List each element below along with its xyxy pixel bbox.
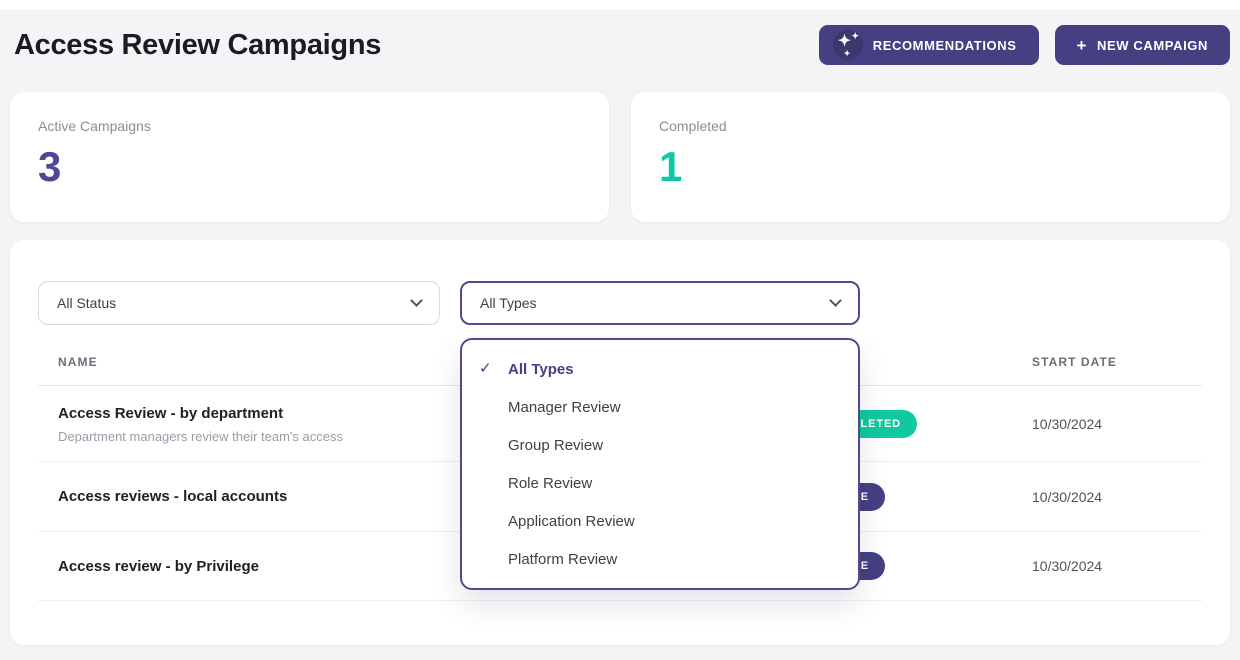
campaign-name: Access reviews - local accounts [58, 488, 288, 505]
recommendations-button[interactable]: ✦ ✦ ✦ RECOMMENDATIONS [818, 25, 1039, 65]
sparkle-tiny-glyph: ✦ [843, 49, 852, 58]
campaign-name: Access review - by Privilege [58, 557, 259, 575]
type-filter-select[interactable]: All Types [460, 281, 860, 325]
dropdown-option-label: All Types [508, 360, 574, 378]
dropdown-option-all-types[interactable]: ✓ All Types [462, 350, 858, 388]
dropdown-option-label: Platform Review [508, 550, 618, 568]
check-icon: ✓ [479, 360, 492, 377]
dropdown-option-manager-review[interactable]: Manager Review [462, 388, 858, 426]
campaigns-panel: All Status All Types ✓ All Types Manager… [10, 240, 1230, 645]
start-date-value: 10/30/2024 [1032, 558, 1103, 574]
page-title: Access Review Campaigns [14, 28, 382, 61]
stat-label: Active Campaigns [38, 118, 151, 134]
page-header: Access Review Campaigns ✦ ✦ ✦ RECOMMENDA… [14, 24, 1230, 66]
table-row[interactable]: Access Review - by department Department… [38, 386, 1202, 462]
type-filter-dropdown: ✓ All Types Manager Review Group Review … [460, 338, 860, 590]
new-campaign-button-label: NEW CAMPAIGN [1097, 37, 1208, 53]
sparkle-small-glyph: ✦ [851, 31, 860, 41]
campaign-name: Access Review - by department [58, 405, 284, 422]
chevron-down-icon [829, 294, 842, 307]
header-actions: ✦ ✦ ✦ RECOMMENDATIONS + NEW CAMPAIGN [818, 25, 1230, 65]
plus-icon: + [1076, 35, 1088, 55]
column-header-start-date: START DATE [1032, 355, 1118, 369]
dropdown-option-role-review[interactable]: Role Review [462, 464, 858, 502]
status-filter-select[interactable]: All Status [38, 281, 440, 325]
column-header-name: NAME [58, 355, 98, 369]
stat-label: Completed [659, 118, 727, 134]
stats-row: Active Campaigns 3 Completed 1 [10, 92, 1230, 222]
type-filter-wrap: All Types ✓ All Types Manager Review Gro… [460, 281, 860, 590]
dropdown-option-group-review[interactable]: Group Review [462, 426, 858, 464]
dropdown-option-application-review[interactable]: Application Review [462, 502, 858, 540]
stat-value-completed: 1 [659, 143, 683, 190]
status-filter-value: All Status [57, 295, 117, 311]
dropdown-option-label: Application Review [508, 512, 635, 530]
sparkles-icon: ✦ ✦ ✦ [832, 30, 863, 60]
chevron-down-icon [410, 294, 423, 307]
top-strip [0, 0, 1240, 10]
new-campaign-button[interactable]: + NEW CAMPAIGN [1054, 25, 1230, 65]
dropdown-option-label: Group Review [508, 436, 604, 454]
type-filter-value: All Types [480, 295, 537, 311]
sparkle-big-glyph: ✦ [837, 33, 852, 50]
campaign-description: Department managers review their team's … [58, 429, 343, 444]
dropdown-option-platform-review[interactable]: Platform Review [462, 540, 858, 578]
stat-card-active-campaigns: Active Campaigns 3 [10, 92, 609, 222]
stat-card-completed: Completed 1 [631, 92, 1230, 222]
recommendations-button-label: RECOMMENDATIONS [872, 37, 1017, 53]
dropdown-option-label: Role Review [508, 474, 593, 492]
filters-row: All Status All Types ✓ All Types Manager… [38, 281, 1202, 590]
start-date-value: 10/30/2024 [1032, 415, 1103, 432]
stat-value-active: 3 [38, 143, 62, 190]
dropdown-option-label: Manager Review [508, 398, 621, 416]
start-date-value: 10/30/2024 [1032, 488, 1103, 505]
